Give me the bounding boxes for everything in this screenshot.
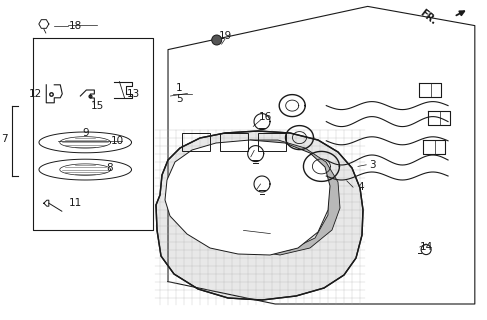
Text: 18: 18 <box>69 21 82 31</box>
Text: 5: 5 <box>176 94 183 104</box>
Text: 7: 7 <box>1 134 8 144</box>
Text: 8: 8 <box>106 163 113 173</box>
Text: 6: 6 <box>272 236 279 247</box>
Text: 15: 15 <box>91 100 104 111</box>
Text: 12: 12 <box>28 89 42 100</box>
Polygon shape <box>165 140 330 255</box>
Polygon shape <box>245 140 340 255</box>
Polygon shape <box>156 131 363 300</box>
Circle shape <box>212 35 222 45</box>
Text: 3: 3 <box>369 160 376 170</box>
Text: 4: 4 <box>357 182 364 192</box>
Text: 16: 16 <box>252 142 266 152</box>
Text: 1: 1 <box>176 83 183 93</box>
Text: 9: 9 <box>82 128 89 138</box>
Text: 13: 13 <box>127 89 141 100</box>
Text: 14: 14 <box>419 242 433 252</box>
Text: 2: 2 <box>272 225 279 236</box>
Text: FR.: FR. <box>417 8 438 27</box>
Text: 19: 19 <box>218 31 232 41</box>
Text: 16: 16 <box>259 112 272 122</box>
Text: 11: 11 <box>69 198 82 208</box>
Text: 17: 17 <box>259 176 272 186</box>
Text: 10: 10 <box>111 136 123 146</box>
